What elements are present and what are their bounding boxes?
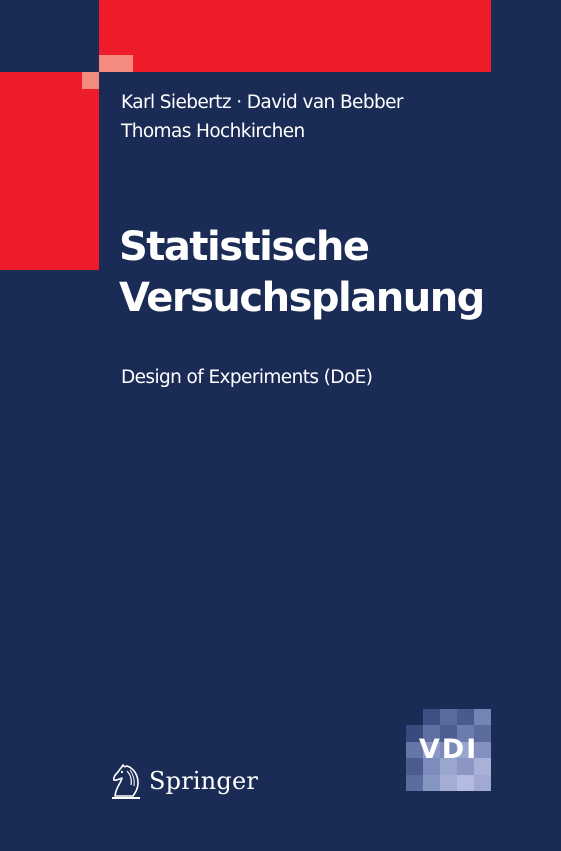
springer-knight-icon bbox=[112, 764, 140, 799]
publisher-logo: Springer bbox=[108, 762, 258, 800]
vdi-logo-tile bbox=[440, 709, 457, 726]
publisher-name: Springer bbox=[149, 767, 259, 795]
author-line: Karl Siebertz · David van Bebber bbox=[121, 92, 404, 113]
red-band-top bbox=[99, 0, 491, 72]
vdi-logo-tile bbox=[440, 741, 457, 759]
vdi-logo-tile bbox=[474, 741, 491, 759]
vdi-logo-tile bbox=[457, 741, 474, 759]
red-band-left bbox=[0, 72, 99, 270]
vdi-logo-tile bbox=[423, 758, 440, 775]
book-subtitle: Design of Experiments (DoE) bbox=[121, 367, 373, 388]
vdi-logo-tile bbox=[440, 774, 457, 791]
accent-square bbox=[82, 72, 99, 89]
vdi-logo-tile bbox=[406, 709, 423, 726]
vdi-logo-tile bbox=[474, 709, 491, 726]
vdi-logo-tile bbox=[406, 774, 423, 791]
title-line: Statistische bbox=[119, 224, 370, 270]
vdi-logo-tile bbox=[406, 758, 423, 775]
vdi-logo-tile bbox=[457, 709, 474, 726]
vdi-logo-text: VDI bbox=[418, 734, 479, 765]
vdi-logo-tile bbox=[457, 758, 474, 775]
vdi-logo-tile bbox=[406, 725, 423, 742]
vdi-logo bbox=[406, 709, 491, 791]
vdi-logo-tile bbox=[474, 725, 491, 742]
author-line: Thomas Hochkirchen bbox=[121, 121, 305, 142]
vdi-logo-tile bbox=[474, 774, 491, 791]
vdi-logo-tile bbox=[423, 741, 440, 759]
authors: Karl Siebertz · David van Bebber Thomas … bbox=[121, 88, 404, 146]
vdi-logo-tile bbox=[440, 725, 457, 742]
title-line: Versuchsplanung bbox=[119, 275, 485, 321]
vdi-logo-tile bbox=[457, 774, 474, 791]
accent-square bbox=[99, 55, 133, 72]
vdi-logo-tile bbox=[457, 725, 474, 742]
vdi-logo-tile bbox=[406, 741, 423, 759]
vdi-logo-tile bbox=[423, 774, 440, 791]
book-title: Statistische Versuchsplanung bbox=[119, 222, 485, 324]
vdi-logo-tile bbox=[474, 758, 491, 775]
vdi-logo-tile bbox=[423, 709, 440, 726]
vdi-logo-tile bbox=[440, 758, 457, 775]
vdi-logo-tile bbox=[423, 725, 440, 742]
